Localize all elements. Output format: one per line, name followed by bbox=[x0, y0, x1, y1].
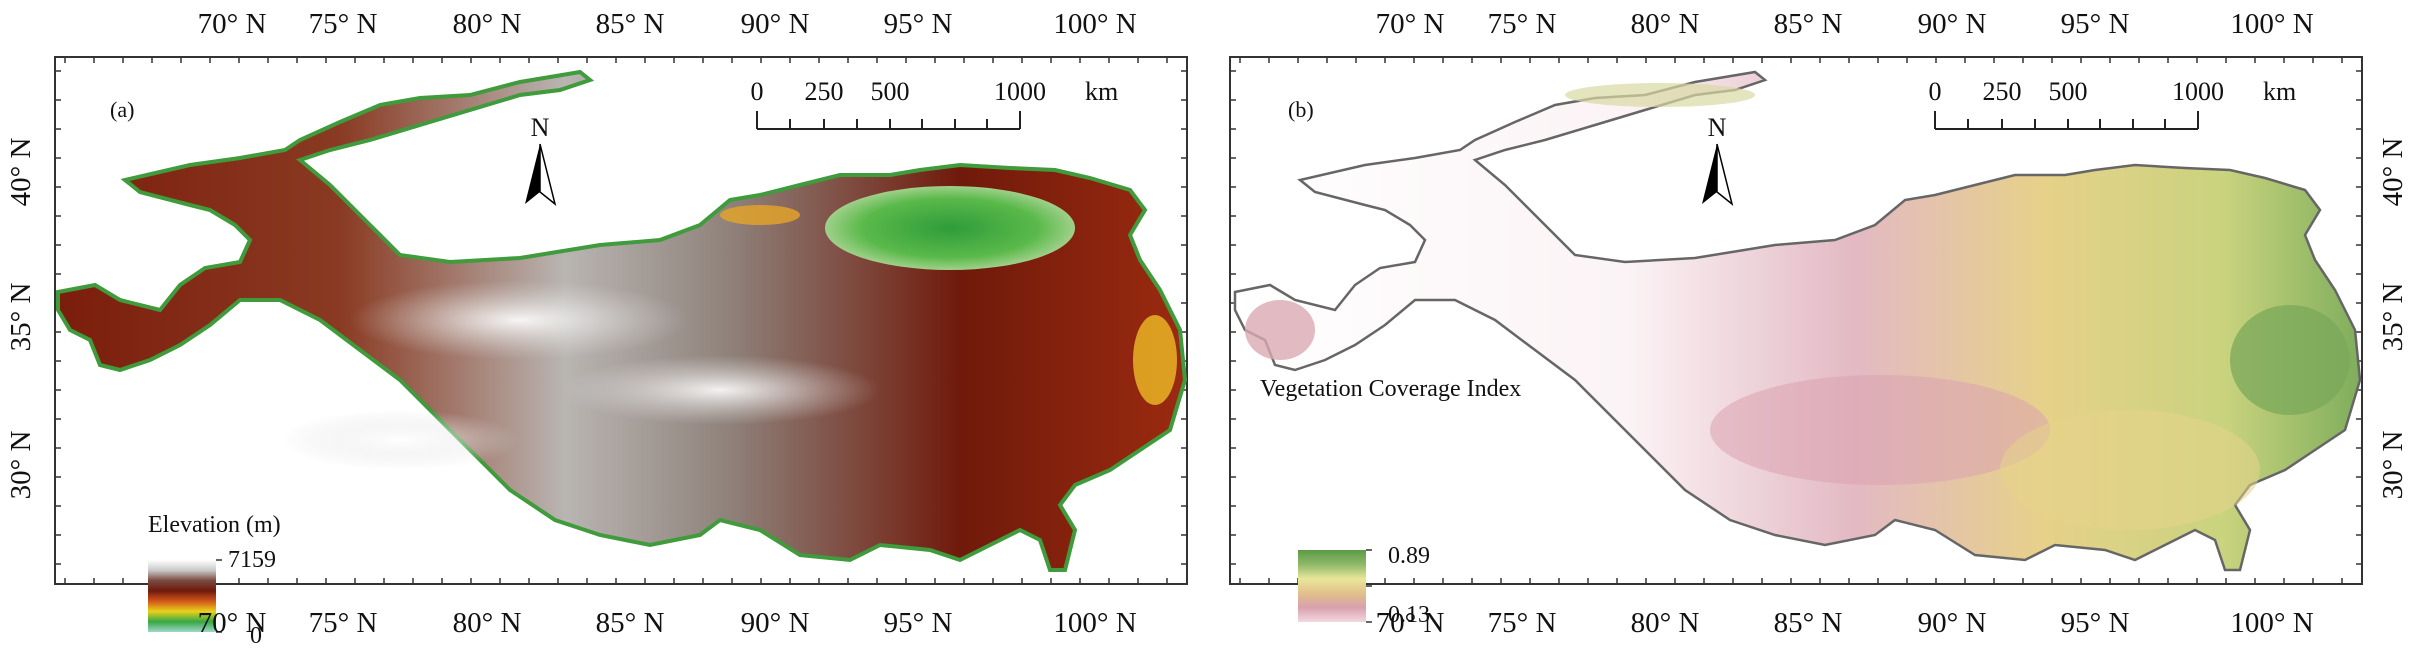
lon-label-bottom-a: 100° N bbox=[1053, 607, 1136, 639]
yellow-east-a bbox=[1133, 315, 1177, 405]
yellow-southeast-b bbox=[2000, 410, 2260, 530]
lon-label-bottom-a: 75° N bbox=[309, 607, 378, 639]
scale-tick-0-b: 0 bbox=[1929, 77, 1942, 106]
green-east-b bbox=[2230, 305, 2350, 415]
ticks-b bbox=[1230, 57, 2362, 584]
pink-west-b bbox=[1245, 300, 1315, 360]
lon-label-bottom-b: 90° N bbox=[1918, 607, 1987, 639]
highland-snow-3 bbox=[280, 410, 520, 470]
lon-label-top-a: 75° N bbox=[309, 8, 378, 40]
scale-unit-a: km bbox=[1085, 77, 1118, 106]
scale-tick-0-a: 0 bbox=[751, 77, 764, 106]
lon-label-bottom-b: 80° N bbox=[1631, 607, 1700, 639]
lon-label-bottom-b: 85° N bbox=[1774, 607, 1843, 639]
lon-label-top-a: 100° N bbox=[1053, 8, 1136, 40]
scale-unit-b: km bbox=[2263, 77, 2296, 106]
legend-max-a: 7159 bbox=[228, 547, 276, 573]
lon-label-bottom-a: 95° N bbox=[884, 607, 953, 639]
scale-tick-500-a: 500 bbox=[871, 77, 910, 106]
lat-label-right-b: 30° N bbox=[2377, 431, 2409, 500]
legend-min-b: 0.13 bbox=[1388, 602, 1430, 628]
lon-label-bottom-b: 100° N bbox=[2230, 607, 2313, 639]
lon-label-bottom-a: 90° N bbox=[741, 607, 810, 639]
panel-b: (b) 0 250 500 1000 km N Vegetation Cover… bbox=[1229, 56, 2363, 628]
legend-max-b: 0.89 bbox=[1388, 543, 1430, 569]
lat-label-left-a: 30° N bbox=[5, 431, 37, 500]
lon-label-bottom-b: 95° N bbox=[2061, 607, 2130, 639]
axis-labels: 70° N 70° N 70° N 70° N 75° N 75° N 75° N 75° N… bbox=[5, 8, 2409, 639]
scale-tick-250-a: 250 bbox=[805, 77, 844, 106]
legend-a: Elevation (m) 7159 0 bbox=[148, 512, 281, 649]
highland-snow-2 bbox=[560, 355, 880, 425]
north-strip-b bbox=[1565, 83, 1755, 107]
panel-tag-a: (a) bbox=[110, 97, 134, 122]
lon-label-top-a: 85° N bbox=[596, 8, 665, 40]
lon-label-top-a: 80° N bbox=[453, 8, 522, 40]
lon-label-top-b: 85° N bbox=[1774, 8, 1843, 40]
panel-tag-b: (b) bbox=[1288, 97, 1314, 122]
legend-b: Vegetation Coverage Index 0.89 0.13 bbox=[1260, 376, 1521, 628]
north-label-b: N bbox=[1708, 113, 1727, 142]
lat-label-left-a: 40° N bbox=[5, 138, 37, 207]
highland-snow-1 bbox=[350, 280, 690, 360]
lon-label-bottom-b: 75° N bbox=[1488, 607, 1557, 639]
lon-label-bottom-b: 70° N bbox=[1376, 607, 1445, 639]
lon-label-top-a: 70° N bbox=[198, 8, 267, 40]
qaidam-basin bbox=[825, 186, 1075, 270]
lon-label-top-b: 75° N bbox=[1488, 8, 1557, 40]
lon-label-top-a: 90° N bbox=[741, 8, 810, 40]
legend-colorbar-a bbox=[148, 560, 216, 632]
north-label-a: N bbox=[531, 113, 550, 142]
legend-min-a: 0 bbox=[250, 623, 262, 649]
scale-tick-1000-b: 1000 bbox=[2172, 77, 2224, 106]
lon-label-bottom-a: 85° N bbox=[596, 607, 665, 639]
north-arrow-icon: N bbox=[525, 113, 557, 206]
lon-label-bottom-a: 70° N bbox=[198, 607, 267, 639]
lon-label-top-b: 90° N bbox=[1918, 8, 1987, 40]
lon-label-top-b: 80° N bbox=[1631, 8, 1700, 40]
lon-label-top-b: 100° N bbox=[2230, 8, 2313, 40]
scale-bar-a: 0 250 500 1000 km bbox=[751, 77, 1118, 130]
yellow-north-a bbox=[720, 205, 800, 225]
lon-label-top-b: 70° N bbox=[1376, 8, 1445, 40]
lon-label-bottom-a: 80° N bbox=[453, 607, 522, 639]
pink-central-b bbox=[1710, 375, 2050, 485]
lon-label-top-a: 95° N bbox=[884, 8, 953, 40]
plateau-map-b bbox=[1233, 70, 2362, 572]
legend-title-b: Vegetation Coverage Index bbox=[1260, 376, 1521, 402]
scale-tick-1000-a: 1000 bbox=[994, 77, 1046, 106]
scale-tick-250-b: 250 bbox=[1983, 77, 2022, 106]
lat-label-right-b: 35° N bbox=[2377, 283, 2409, 352]
lon-label-top-b: 95° N bbox=[2061, 8, 2130, 40]
panel-a: (a) 0 250 500 1000 km N Elevation (m) 71… bbox=[54, 56, 1188, 649]
lat-label-left-a: 35° N bbox=[5, 283, 37, 352]
scale-bar-b: 0 250 500 1000 km bbox=[1929, 77, 2296, 130]
scale-tick-500-b: 500 bbox=[2049, 77, 2088, 106]
legend-title-a: Elevation (m) bbox=[148, 512, 281, 538]
legend-colorbar-b bbox=[1298, 550, 1366, 622]
lat-label-right-b: 40° N bbox=[2377, 138, 2409, 207]
ticks-a bbox=[55, 57, 1187, 584]
plateau-map-a bbox=[56, 69, 1188, 572]
north-arrow-icon: N bbox=[1702, 113, 1734, 206]
